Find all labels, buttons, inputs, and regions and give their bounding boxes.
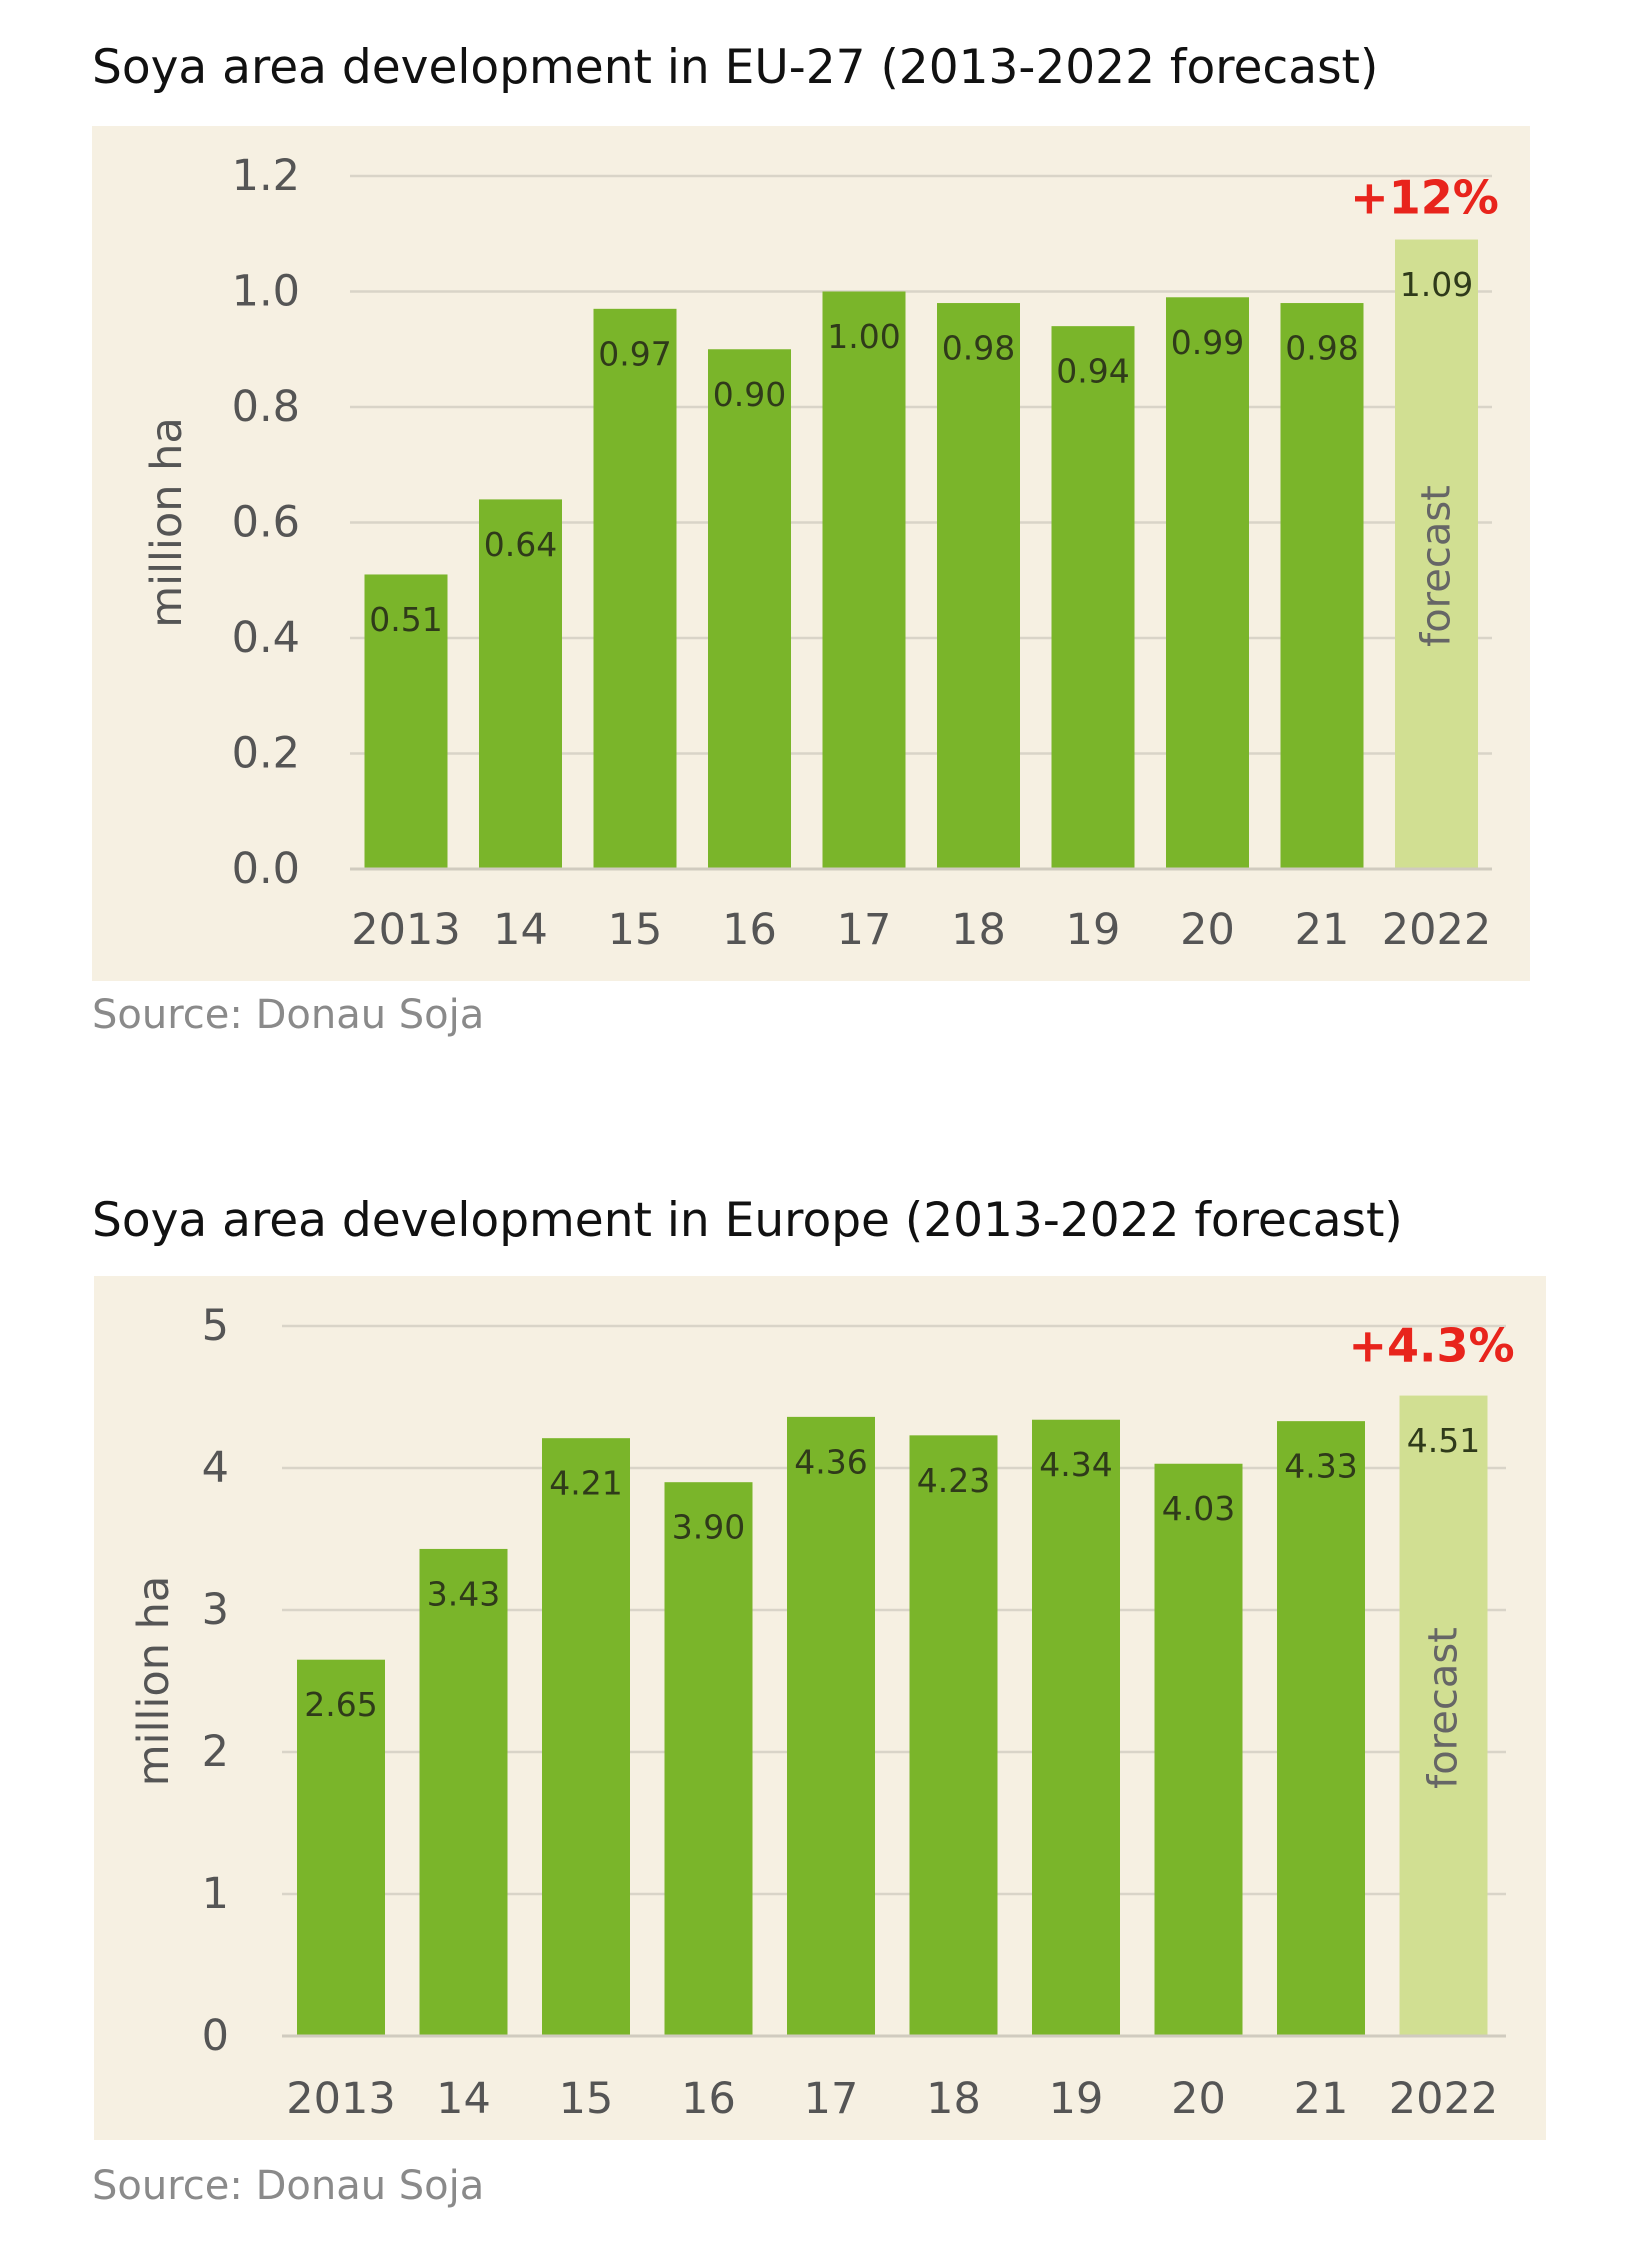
x-tick-label: 14 bbox=[493, 905, 548, 955]
x-tick-label: 2013 bbox=[286, 2074, 395, 2124]
x-tick-label: 16 bbox=[722, 905, 777, 955]
bar bbox=[1399, 1395, 1488, 2036]
change-label: +12% bbox=[1350, 171, 1499, 225]
forecast-label: forecast bbox=[1421, 1627, 1467, 1789]
bar-value-label: 4.34 bbox=[1039, 1445, 1112, 1484]
bar-value-label: 4.51 bbox=[1407, 1421, 1480, 1460]
y-tick-label: 0 bbox=[202, 2011, 229, 2061]
y-tick-label: 0.2 bbox=[232, 729, 300, 779]
bar-value-label: 4.36 bbox=[794, 1442, 867, 1481]
x-tick-label: 19 bbox=[1049, 2074, 1104, 2124]
source-europe: Source: Donau Soja bbox=[92, 2163, 485, 2209]
bar bbox=[297, 1659, 385, 2036]
bar-value-label: 1.00 bbox=[827, 317, 900, 356]
bar bbox=[1051, 326, 1135, 869]
bar bbox=[479, 499, 562, 869]
bar-value-label: 1.09 bbox=[1400, 265, 1473, 304]
x-tick-label: 18 bbox=[951, 905, 1006, 955]
y-tick-label: 1.0 bbox=[232, 267, 300, 317]
chart-eu27: 0.0 0.2 0.4 0.6 0.8 1.0 1.2 million ha 0.51 2013 0… bbox=[92, 126, 1530, 981]
x-tick-label: 21 bbox=[1295, 905, 1350, 955]
bar bbox=[419, 1548, 508, 2036]
x-tick-label: 17 bbox=[837, 905, 892, 955]
forecast-label: forecast bbox=[1414, 485, 1460, 647]
x-tick-label: 15 bbox=[608, 905, 663, 955]
change-label: +4.3% bbox=[1348, 1319, 1514, 1373]
bar-value-label: 2.65 bbox=[304, 1685, 377, 1724]
y-tick-label: 0.8 bbox=[232, 382, 300, 432]
y-tick-label: 4 bbox=[202, 1443, 229, 1493]
y-tick-label: 3 bbox=[202, 1585, 229, 1635]
x-tick-label: 20 bbox=[1171, 2074, 1226, 2124]
bar bbox=[1032, 1419, 1120, 2036]
bar bbox=[364, 574, 448, 869]
x-tick-label: 19 bbox=[1066, 905, 1121, 955]
bar-value-label: 0.99 bbox=[1171, 323, 1244, 362]
x-tick-label: 2022 bbox=[1382, 905, 1491, 955]
bar bbox=[1166, 297, 1249, 869]
bar-value-label: 3.90 bbox=[672, 1508, 745, 1547]
bar bbox=[937, 303, 1020, 869]
bar bbox=[1277, 1421, 1365, 2036]
x-tick-label: 20 bbox=[1180, 905, 1235, 955]
y-tick-label: 2 bbox=[202, 1727, 229, 1777]
y-axis-label: million ha bbox=[129, 1576, 179, 1787]
y-tick-label: 1.2 bbox=[232, 151, 300, 201]
y-tick-label: 5 bbox=[202, 1301, 229, 1351]
y-tick-label: 1 bbox=[202, 1869, 229, 1919]
chart-europe: 0 1 2 3 4 5 million ha 2.65 2013 3.43 14 4.21 15 3.90… bbox=[94, 1276, 1546, 2140]
bar-value-label: 4.33 bbox=[1284, 1447, 1357, 1486]
y-tick-label: 0.0 bbox=[232, 844, 300, 894]
x-tick-label: 14 bbox=[436, 2074, 491, 2124]
source-eu27: Source: Donau Soja bbox=[92, 992, 485, 1038]
x-tick-label: 18 bbox=[926, 2074, 981, 2124]
bar-value-label: 0.98 bbox=[942, 329, 1015, 368]
bar bbox=[909, 1435, 998, 2036]
bar-value-label: 0.64 bbox=[484, 525, 557, 564]
bar bbox=[822, 291, 906, 869]
bar bbox=[593, 308, 677, 869]
bar-value-label: 0.90 bbox=[713, 375, 786, 414]
x-tick-label: 16 bbox=[681, 2074, 736, 2124]
bar bbox=[1280, 303, 1364, 869]
bar-value-label: 0.94 bbox=[1056, 352, 1129, 391]
bar-value-label: 0.98 bbox=[1285, 329, 1358, 368]
y-tick-label: 0.4 bbox=[232, 613, 300, 663]
bar-value-label: 4.03 bbox=[1162, 1489, 1235, 1528]
x-tick-label: 21 bbox=[1294, 2074, 1349, 2124]
bar bbox=[1154, 1463, 1243, 2036]
x-tick-label: 15 bbox=[559, 2074, 614, 2124]
x-tick-label: 2022 bbox=[1389, 2074, 1498, 2124]
bar bbox=[1395, 239, 1478, 869]
bar-value-label: 3.43 bbox=[427, 1574, 500, 1613]
bar-value-label: 0.51 bbox=[369, 600, 442, 639]
x-tick-label: 17 bbox=[804, 2074, 859, 2124]
bar bbox=[664, 1482, 753, 2036]
y-axis-label: million ha bbox=[142, 417, 192, 628]
bar-value-label: 4.21 bbox=[549, 1464, 622, 1503]
bar bbox=[542, 1438, 630, 2036]
x-tick-label: 2013 bbox=[351, 905, 460, 955]
bar bbox=[708, 349, 791, 869]
chart-title-eu27: Soya area development in EU-27 (2013-202… bbox=[92, 40, 1379, 95]
bar-value-label: 4.23 bbox=[917, 1461, 990, 1500]
y-tick-label: 0.6 bbox=[232, 498, 300, 548]
bar-value-label: 0.97 bbox=[598, 334, 671, 373]
chart-title-europe: Soya area development in Europe (2013-20… bbox=[92, 1193, 1403, 1248]
bar bbox=[787, 1416, 875, 2036]
